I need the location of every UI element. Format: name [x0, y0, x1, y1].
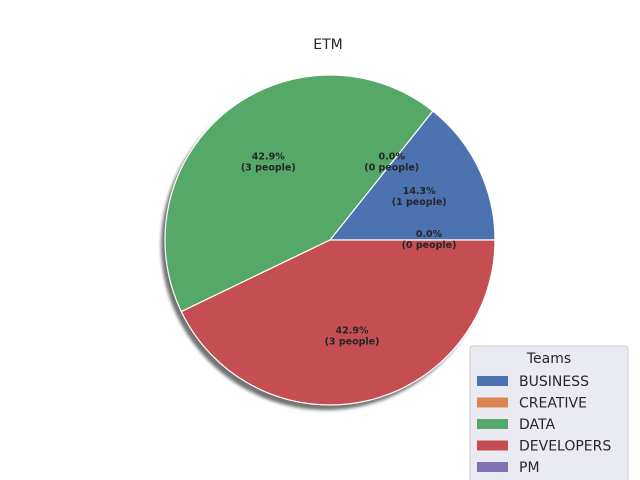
pie-slices — [164, 74, 496, 406]
legend-box — [469, 345, 629, 480]
legend-item-developers: DEVELOPERS — [477, 439, 611, 455]
slice-label-business: 14.3% (1 people) — [392, 186, 447, 208]
legend-item-pm: PM — [477, 460, 540, 476]
legend-title: Teams — [526, 351, 571, 367]
legend: Teams BUSINESS CREATIVE DATA DEVELOPERS PM — [469, 345, 629, 480]
legend-swatch-data — [477, 419, 508, 429]
slice-label-creative: 0.0% (0 people) — [364, 152, 419, 174]
legend-swatch-creative — [477, 397, 508, 408]
legend-label-creative: CREATIVE — [519, 396, 587, 412]
legend-swatch-business — [477, 376, 508, 386]
legend-label-business: BUSINESS — [519, 374, 589, 390]
slice-label-pm: 0.0% (0 people) — [402, 229, 457, 251]
legend-swatch-pm — [477, 462, 508, 472]
pie-slice-data — [164, 74, 434, 313]
legend-label-pm: PM — [519, 460, 540, 476]
pie-slice-developers — [180, 239, 496, 406]
legend-label-data: DATA — [519, 417, 555, 433]
pie-slice-business — [329, 110, 496, 241]
chart-title: ETM — [313, 37, 342, 53]
legend-item-creative: CREATIVE — [477, 396, 587, 412]
legend-swatch-developers — [477, 440, 508, 451]
slice-label-data: 42.9% (3 people) — [241, 152, 296, 174]
legend-items: BUSINESS CREATIVE DATA DEVELOPERS PM — [477, 374, 611, 476]
pie-labels: 14.3% (1 people) 0.0% (0 people) 42.9% (3 peo… — [241, 152, 457, 348]
slice-label-developers: 42.9% (3 people) — [325, 326, 380, 348]
legend-label-developers: DEVELOPERS — [519, 439, 611, 455]
legend-item-data: DATA — [477, 417, 555, 433]
legend-item-business: BUSINESS — [477, 374, 589, 390]
